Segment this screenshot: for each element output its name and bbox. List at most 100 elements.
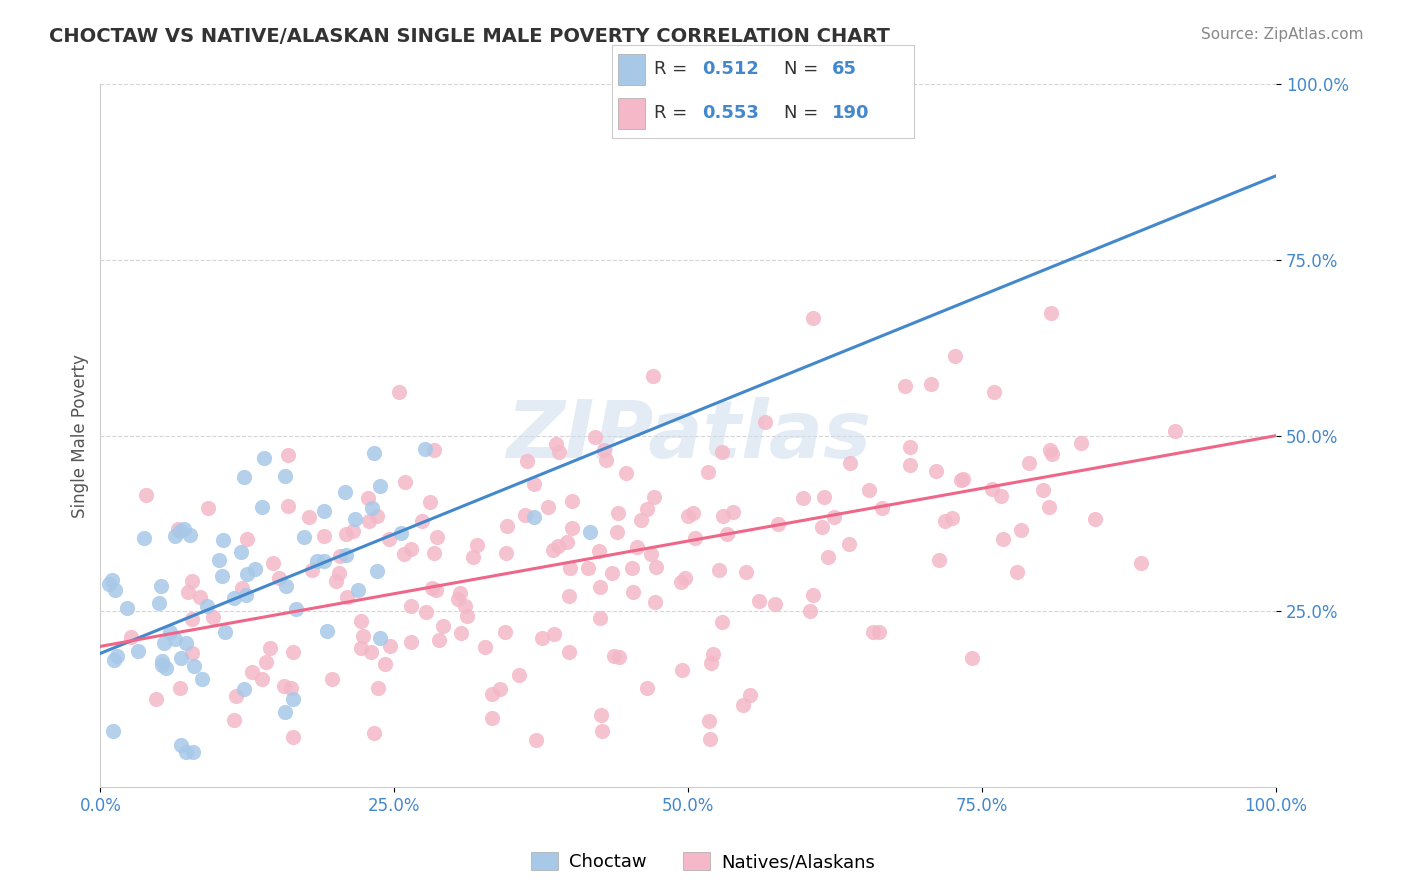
Point	[454, 599, 477, 614]
Point	[555, 535, 578, 549]
Point	[292, 530, 315, 544]
Point	[754, 415, 776, 429]
Text: N =: N =	[785, 61, 824, 78]
Point	[928, 553, 950, 567]
Point	[411, 514, 433, 528]
Point	[120, 631, 142, 645]
Point	[429, 633, 451, 648]
Point	[312, 529, 335, 543]
Point	[250, 500, 273, 515]
Point	[1005, 565, 1028, 579]
Point	[700, 656, 723, 670]
Point	[644, 559, 666, 574]
Point	[838, 537, 860, 551]
Point	[101, 573, 124, 587]
Point	[496, 519, 519, 533]
Point	[513, 508, 536, 523]
Point	[117, 600, 139, 615]
Point	[516, 454, 538, 468]
Point	[307, 554, 329, 568]
Point	[419, 495, 441, 509]
Point	[495, 546, 517, 560]
Point	[543, 627, 565, 641]
Point	[494, 624, 516, 639]
Point	[1018, 456, 1040, 470]
Point	[643, 491, 665, 505]
Point	[426, 530, 449, 544]
Point	[740, 688, 762, 702]
Point	[105, 648, 128, 663]
Point	[489, 681, 512, 696]
Point	[697, 714, 720, 728]
Point	[678, 509, 700, 524]
Point	[195, 599, 218, 613]
Point	[607, 506, 630, 520]
Point	[447, 592, 470, 607]
Point	[591, 708, 613, 723]
Point	[357, 514, 380, 528]
Point	[224, 591, 246, 606]
Point	[839, 456, 862, 470]
Point	[450, 625, 472, 640]
Point	[183, 659, 205, 673]
Point	[716, 527, 738, 541]
Point	[415, 605, 437, 619]
Point	[180, 612, 202, 626]
Point	[702, 647, 724, 661]
Point	[626, 540, 648, 554]
Point	[274, 705, 297, 719]
Point	[378, 533, 401, 547]
Point	[170, 738, 193, 752]
Point	[522, 477, 544, 491]
Point	[173, 522, 195, 536]
Point	[589, 580, 612, 594]
Point	[208, 553, 231, 567]
Point	[391, 526, 413, 541]
Point	[603, 649, 626, 664]
Point	[1032, 483, 1054, 497]
Point	[236, 566, 259, 581]
Point	[201, 610, 224, 624]
Point	[803, 588, 825, 602]
Point	[301, 563, 323, 577]
Point	[449, 586, 471, 600]
Point	[232, 682, 254, 697]
Point	[592, 442, 614, 457]
Point	[606, 524, 628, 539]
Point	[981, 483, 1004, 497]
Point	[368, 631, 391, 645]
Point	[361, 500, 384, 515]
FancyBboxPatch shape	[617, 54, 645, 85]
Point	[259, 640, 281, 655]
Point	[546, 437, 568, 451]
Point	[336, 590, 359, 604]
Point	[1164, 424, 1187, 438]
Point	[561, 521, 583, 535]
Point	[269, 571, 291, 585]
Text: N =: N =	[785, 104, 824, 122]
Point	[399, 634, 422, 648]
Legend: Choctaw, Natives/Alaskans: Choctaw, Natives/Alaskans	[524, 845, 882, 879]
Text: 0.553: 0.553	[703, 104, 759, 122]
Point	[456, 609, 478, 624]
Point	[636, 681, 658, 695]
Point	[823, 510, 845, 524]
Point	[422, 546, 444, 560]
Point	[616, 466, 638, 480]
Point	[801, 311, 824, 326]
Point	[960, 650, 983, 665]
Point	[1130, 556, 1153, 570]
Point	[862, 625, 884, 640]
Point	[350, 641, 373, 656]
Point	[394, 475, 416, 490]
Point	[1010, 523, 1032, 537]
Point	[231, 545, 253, 559]
Point	[98, 577, 121, 591]
Point	[671, 663, 693, 677]
Point	[127, 644, 149, 658]
Point	[333, 484, 356, 499]
Point	[179, 527, 201, 541]
Point	[792, 491, 814, 505]
Point	[145, 692, 167, 706]
Point	[343, 512, 366, 526]
